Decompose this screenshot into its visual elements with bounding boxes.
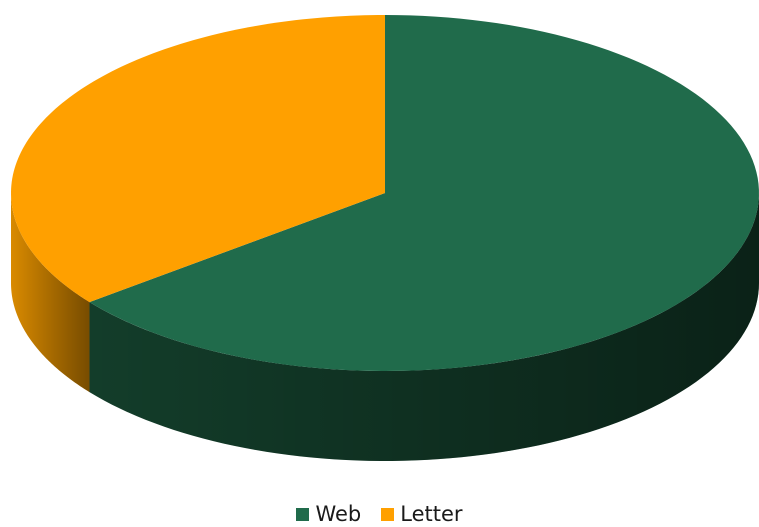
legend-item-letter: Letter [381,502,463,527]
legend: Web Letter [0,502,759,527]
pie-side-shade-web [89,193,759,461]
pie-slice-web [89,15,759,371]
legend-swatch-web [296,508,310,521]
pie-slice-letter [11,15,386,303]
pie-side-shade-letter [11,193,90,393]
legend-item-web: Web [296,502,361,527]
legend-label-letter: Letter [400,502,463,526]
legend-swatch-letter [381,508,395,521]
legend-label-web: Web [315,502,362,526]
